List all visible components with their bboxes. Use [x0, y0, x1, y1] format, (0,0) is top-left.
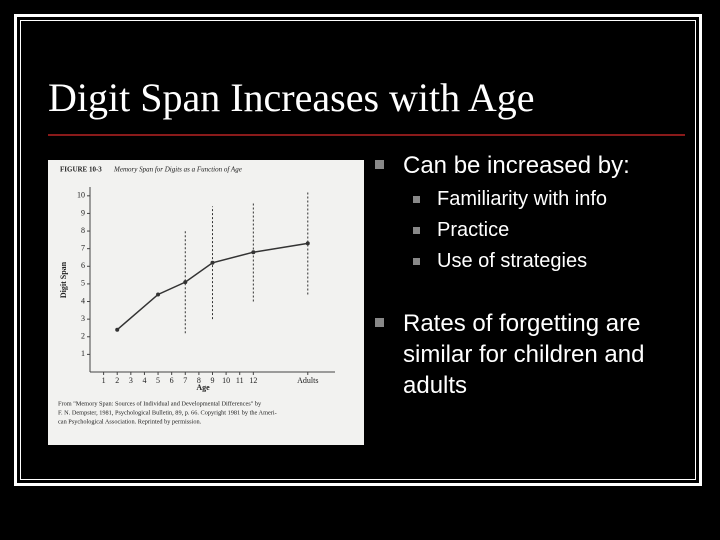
bullet-text: Can be increased by:: [403, 152, 630, 179]
y-tick-label: 9: [81, 208, 85, 217]
y-axis-label: Digit Span: [59, 261, 68, 298]
y-tick-label: 4: [81, 296, 85, 305]
x-tick-label: 4: [142, 376, 146, 385]
bullet-marker: [375, 318, 384, 327]
y-tick-label: 8: [81, 226, 85, 235]
figure-title: Memory Span for Digits as a Function of …: [113, 166, 242, 174]
sub-bullet-marker: [413, 227, 420, 234]
title-rule: [48, 134, 685, 136]
x-tick-label: 10: [222, 376, 230, 385]
y-tick-label: 10: [77, 191, 85, 200]
x-tick-label: Adults: [297, 376, 318, 385]
x-tick-label: 5: [156, 376, 160, 385]
sub-bullet-text: Use of strategies: [437, 250, 588, 272]
figure-label: FIGURE 10-3: [60, 166, 102, 174]
x-tick-label: 2: [115, 376, 119, 385]
data-line: [116, 242, 308, 331]
y-tick-label: 6: [81, 261, 85, 270]
bullet-text: Rates of forgetting are similar for chil…: [403, 310, 645, 399]
x-tick-label: 8: [197, 376, 201, 385]
y-tick-label: 7: [81, 243, 85, 252]
frame: [14, 14, 702, 486]
caption-line: can Psychological Association. Reprinted…: [58, 418, 202, 425]
sub-bullet-text: Familiarity with info: [437, 188, 608, 210]
data-point: [156, 292, 161, 297]
data-point: [305, 241, 310, 246]
x-tick-label: 9: [211, 376, 215, 385]
sub-bullet-text: Practice: [437, 219, 510, 241]
figure: FIGURE 10-3 Memory Span for Digits as a …: [48, 160, 364, 445]
caption-line: F. N. Dempster, 1981, Psychological Bull…: [58, 409, 277, 416]
frame: [20, 20, 696, 480]
x-tick-label: 7: [183, 376, 187, 385]
y-tick-label: 5: [81, 279, 85, 288]
x-tick-label: 11: [236, 376, 244, 385]
x-tick-label: 12: [249, 376, 257, 385]
data-point: [115, 327, 120, 332]
x-tick-label: 1: [102, 376, 106, 385]
y-tick-label: 3: [81, 314, 85, 323]
data-point: [183, 280, 188, 285]
y-tick-label: 1: [81, 349, 85, 358]
sub-bullet-marker: [413, 196, 420, 203]
y-tick-label: 2: [81, 332, 85, 341]
bullet-marker: [375, 160, 384, 169]
figure-background: [48, 160, 364, 445]
x-tick-label: 3: [129, 376, 133, 385]
slide-title: Digit Span Increases with Age: [48, 75, 535, 120]
caption-line: From "Memory Span: Sources of Individual…: [58, 400, 262, 407]
x-axis-label: Age: [196, 383, 210, 392]
x-tick-label: 6: [170, 376, 174, 385]
sub-bullet-marker: [413, 258, 420, 265]
